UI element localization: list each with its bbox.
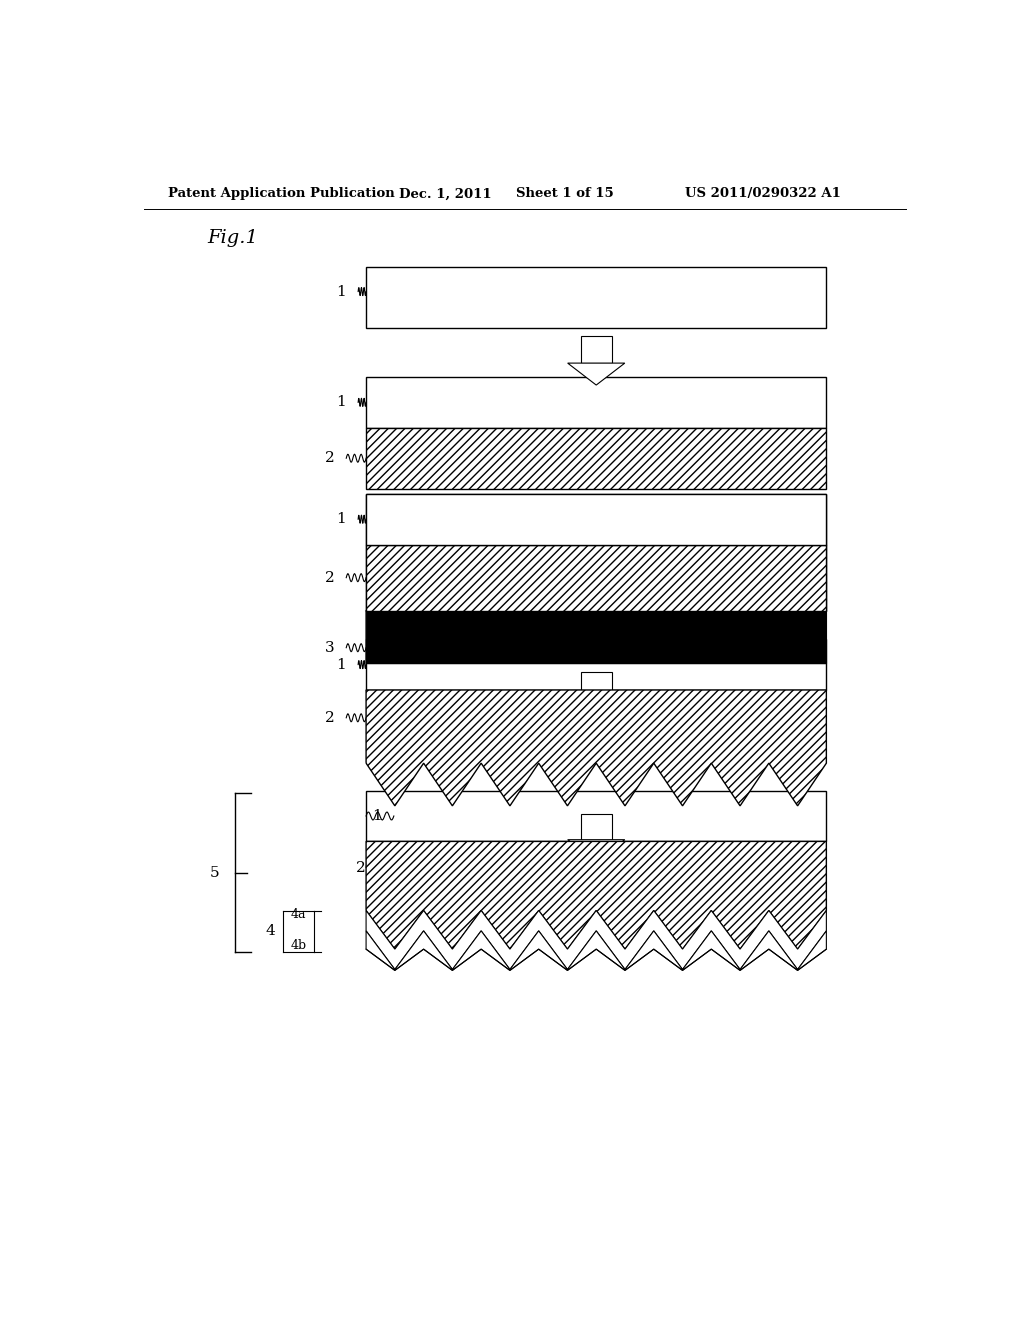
Text: 1: 1: [337, 395, 346, 409]
Bar: [367, 791, 826, 841]
Bar: [367, 267, 826, 329]
Bar: [581, 496, 612, 524]
Polygon shape: [367, 573, 826, 664]
Bar: [367, 494, 826, 545]
Bar: [581, 672, 612, 697]
Bar: [367, 494, 826, 545]
Text: 4a: 4a: [291, 908, 306, 921]
Text: 4: 4: [265, 924, 274, 939]
Text: 1: 1: [337, 512, 346, 527]
Text: Dec. 1, 2011: Dec. 1, 2011: [399, 187, 492, 201]
Bar: [367, 639, 826, 690]
Polygon shape: [567, 840, 625, 861]
Polygon shape: [366, 841, 826, 949]
Text: 3: 3: [325, 640, 334, 655]
Text: Patent Application Publication: Patent Application Publication: [168, 187, 394, 201]
Text: 4b: 4b: [291, 940, 306, 953]
Text: 1: 1: [337, 657, 346, 672]
Bar: [367, 545, 826, 611]
Polygon shape: [567, 363, 625, 385]
Bar: [367, 428, 826, 488]
Polygon shape: [567, 697, 625, 718]
Text: 1: 1: [337, 285, 346, 298]
Text: 2: 2: [325, 570, 334, 585]
Polygon shape: [366, 690, 826, 805]
Polygon shape: [367, 931, 826, 970]
Bar: [367, 545, 826, 611]
Text: 2: 2: [356, 861, 367, 875]
Bar: [581, 337, 612, 363]
Text: 2: 2: [325, 451, 334, 465]
Text: 2: 2: [325, 710, 334, 725]
Text: 1: 1: [372, 809, 382, 822]
Text: 5: 5: [210, 866, 219, 879]
Text: Fig.1: Fig.1: [207, 228, 258, 247]
Bar: [367, 378, 826, 428]
Text: US 2011/0290322 A1: US 2011/0290322 A1: [685, 187, 841, 201]
Polygon shape: [567, 524, 625, 545]
Text: Sheet 1 of 15: Sheet 1 of 15: [516, 187, 613, 201]
Bar: [581, 814, 612, 840]
Polygon shape: [367, 911, 826, 969]
